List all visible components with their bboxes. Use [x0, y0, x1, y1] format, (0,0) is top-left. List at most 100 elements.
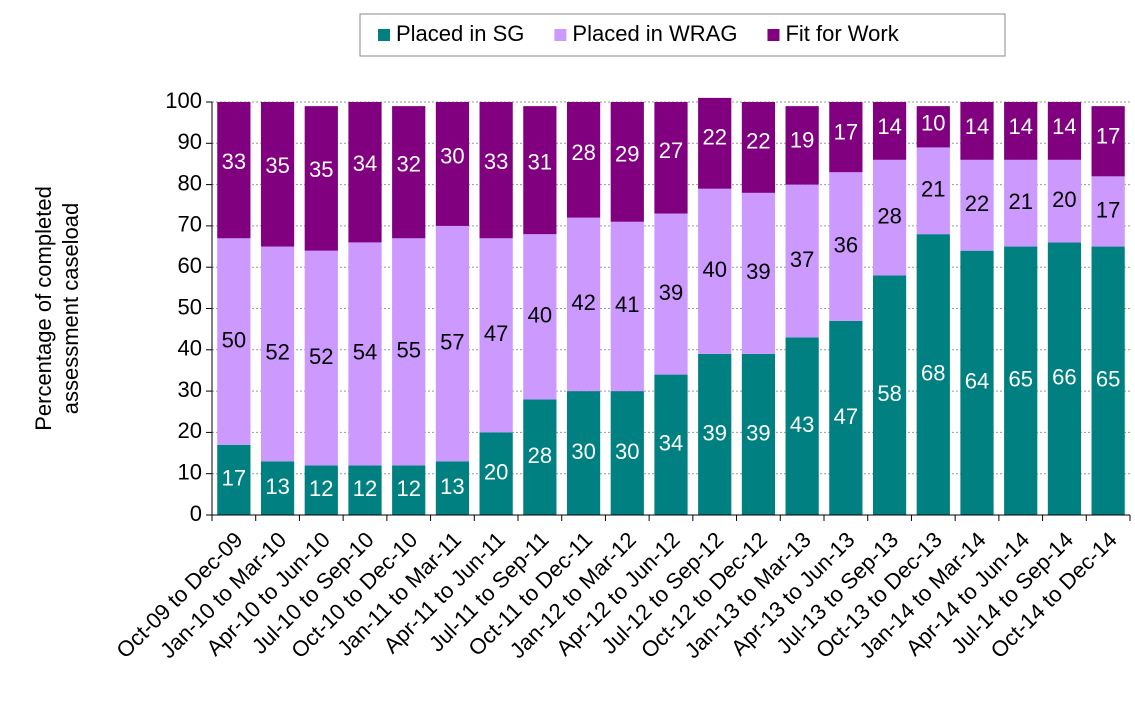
- data-label: 28: [571, 140, 595, 165]
- bar-segment: [523, 234, 557, 400]
- data-label: 35: [265, 153, 289, 178]
- data-label: 57: [440, 329, 464, 354]
- data-label: 65: [1096, 367, 1120, 392]
- data-label: 30: [615, 439, 639, 464]
- data-label: 17: [1096, 197, 1120, 222]
- bar-segment: [610, 391, 644, 515]
- bar-segment: [348, 102, 382, 243]
- y-tick-label: 70: [178, 212, 202, 237]
- data-label: 47: [484, 321, 508, 346]
- data-label: 31: [528, 150, 552, 175]
- legend-swatch: [378, 29, 390, 41]
- data-label: 40: [702, 257, 726, 282]
- bar-segment: [435, 461, 470, 515]
- data-label: 17: [834, 119, 858, 144]
- bar-segment: [1091, 176, 1125, 247]
- bar-segment: [1091, 246, 1125, 516]
- bar-segment: [217, 444, 251, 515]
- data-label: 36: [834, 232, 858, 257]
- data-label: 68: [921, 360, 945, 385]
- bar-segment: [916, 147, 950, 235]
- bar-segment: [1047, 242, 1082, 516]
- data-label: 35: [309, 157, 333, 182]
- y-axis-label: assessment caseload: [58, 203, 83, 415]
- y-tick-label: 60: [178, 253, 202, 278]
- data-label: 13: [265, 474, 289, 499]
- bar-segment: [698, 97, 732, 189]
- bar-segment: [260, 102, 295, 247]
- data-label: 14: [877, 114, 901, 139]
- data-label: 47: [834, 404, 858, 429]
- bar-segment: [479, 238, 513, 433]
- data-label: 32: [396, 151, 420, 176]
- data-label: 52: [309, 344, 333, 369]
- data-label: 14: [965, 114, 989, 139]
- data-label: 50: [222, 327, 246, 352]
- data-label: 17: [1096, 124, 1120, 149]
- bar-segment: [698, 353, 732, 515]
- data-label: 66: [1052, 365, 1076, 390]
- data-label: 65: [1008, 367, 1032, 392]
- data-label: 33: [484, 149, 508, 174]
- data-label: 22: [702, 125, 726, 150]
- bar-segment: [348, 242, 382, 466]
- bar-segment: [348, 465, 382, 515]
- y-tick-label: 0: [190, 501, 202, 526]
- y-tick-label: 90: [178, 129, 202, 154]
- legend-label: Fit for Work: [785, 21, 899, 46]
- y-tick-label: 80: [178, 170, 202, 195]
- bar-segment: [785, 106, 819, 185]
- legend-swatch: [554, 29, 567, 41]
- bar-segment: [1047, 102, 1082, 160]
- bar-segment: [435, 225, 470, 462]
- data-label: 40: [528, 303, 552, 328]
- data-label: 12: [396, 476, 420, 501]
- bar-segment: [523, 399, 557, 515]
- data-label: 42: [571, 290, 595, 315]
- bar-segment: [872, 159, 907, 276]
- data-label: 12: [309, 476, 333, 501]
- data-label: 27: [659, 138, 683, 163]
- bar-segment: [1091, 106, 1125, 177]
- bar-segment: [741, 192, 776, 354]
- data-label: 52: [265, 340, 289, 365]
- data-label: 20: [1052, 187, 1076, 212]
- data-label: 64: [965, 369, 989, 394]
- bar-segment: [435, 102, 470, 226]
- bar-segment: [785, 184, 819, 338]
- data-label: 22: [746, 129, 770, 154]
- bar-segment: [916, 234, 950, 515]
- data-label: 39: [746, 259, 770, 284]
- bar-segment: [829, 102, 863, 173]
- y-tick-label: 100: [165, 88, 202, 113]
- data-label: 20: [484, 460, 508, 485]
- bar-segment: [741, 353, 776, 515]
- bar-segment: [523, 106, 557, 235]
- bar-segment: [654, 102, 688, 214]
- legend-label: Placed in WRAG: [572, 21, 737, 46]
- bar-segment: [1004, 159, 1038, 247]
- data-label: 54: [353, 340, 377, 365]
- bar-segment: [610, 221, 644, 392]
- data-label: 19: [790, 127, 814, 152]
- data-label: 10: [921, 111, 945, 136]
- data-label: 12: [353, 476, 377, 501]
- data-label: 41: [615, 292, 639, 317]
- data-label: 21: [921, 177, 945, 202]
- bar-segment: [829, 172, 863, 321]
- bar-segment: [566, 391, 601, 515]
- bar-segment: [566, 217, 601, 392]
- bar-segment: [741, 102, 776, 193]
- data-label: 58: [877, 381, 901, 406]
- legend: Placed in SG Placed in WRAG Fit for Work: [359, 13, 1006, 57]
- data-label: 21: [1008, 189, 1032, 214]
- bar-segment: [872, 275, 907, 515]
- bar-segment: [785, 337, 819, 515]
- bar-segment: [566, 102, 601, 218]
- data-label: 34: [353, 151, 377, 176]
- data-label: 37: [790, 247, 814, 272]
- data-label: 17: [222, 466, 246, 491]
- legend-label: Placed in SG: [396, 21, 524, 46]
- bar-segment: [304, 250, 338, 466]
